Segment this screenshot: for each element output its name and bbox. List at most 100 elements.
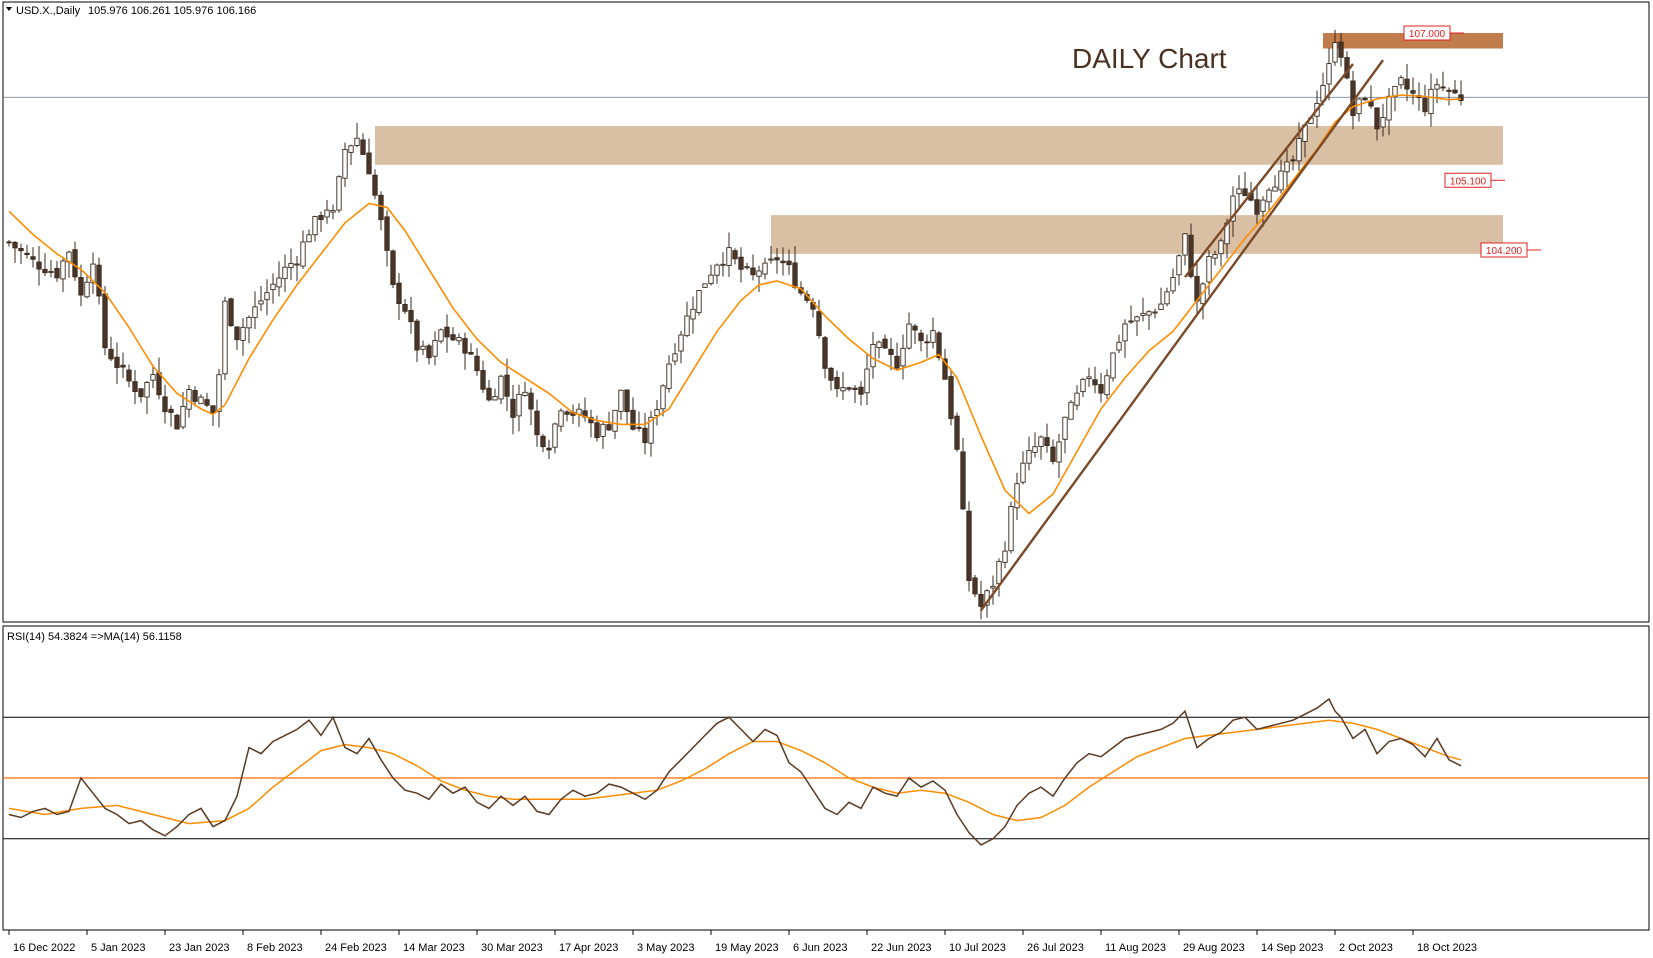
candle [726, 232, 732, 277]
candle-body [852, 387, 858, 390]
candle-body [1236, 188, 1242, 195]
candle [546, 439, 552, 460]
candle [126, 364, 132, 388]
support-zone-2 [771, 215, 1503, 254]
candle [18, 243, 24, 265]
candle-body [42, 268, 48, 274]
candle [1398, 75, 1404, 89]
candle [852, 384, 858, 403]
candle [954, 412, 960, 452]
candle-body [1140, 312, 1146, 316]
candle-body [486, 387, 492, 401]
candle [396, 273, 402, 320]
candle-body [126, 369, 132, 382]
price-levels-layer: 107.000 105.100 104.200 [1403, 25, 1541, 258]
candle [828, 366, 834, 391]
candle-body [528, 392, 534, 410]
candle [324, 199, 330, 224]
candle [1236, 175, 1242, 207]
candle-body [162, 396, 168, 413]
candle-body [642, 427, 648, 444]
candle [1254, 186, 1260, 226]
candle-body [1044, 437, 1050, 447]
candle-body [732, 250, 738, 260]
candle [246, 315, 252, 344]
candle [6, 239, 12, 247]
candle [1038, 435, 1044, 460]
candle-body [1218, 240, 1224, 255]
candle-body [948, 376, 954, 419]
candle-body [684, 315, 690, 337]
candle-body [1056, 441, 1062, 463]
candle [1458, 80, 1464, 106]
candle [12, 241, 18, 263]
candle-body [1152, 311, 1158, 314]
candle-body [90, 263, 96, 284]
candle [822, 336, 828, 379]
candle-body [750, 267, 756, 276]
candle [174, 413, 180, 430]
candle-body [102, 293, 108, 349]
candle [1266, 187, 1272, 211]
candle-body [24, 252, 30, 256]
candle [558, 408, 564, 432]
candle-body [30, 256, 36, 260]
candle [288, 248, 294, 280]
candle [132, 369, 138, 405]
candle [906, 312, 912, 350]
candle [480, 360, 486, 393]
candle-body [936, 332, 942, 358]
x-tick-label: 23 Jan 2023 [169, 942, 230, 954]
candle-body [942, 358, 948, 380]
candle [90, 252, 96, 294]
candle-body [1134, 316, 1140, 322]
candle [330, 204, 336, 220]
candle [882, 334, 888, 349]
candle-body [1356, 98, 1362, 115]
candle [312, 215, 318, 242]
candle-body [846, 387, 852, 390]
candle-body [48, 271, 54, 273]
candle [1182, 233, 1188, 266]
candle [270, 273, 276, 304]
candle [456, 333, 462, 345]
candle-body [906, 323, 912, 349]
candle [1110, 352, 1116, 382]
candle-body [606, 424, 612, 431]
candle [198, 394, 204, 405]
candle-body [156, 372, 162, 396]
candle [168, 405, 174, 427]
candle [1374, 107, 1380, 141]
x-tick-label: 24 Feb 2023 [325, 942, 387, 954]
candle [786, 249, 792, 275]
candle-body [624, 389, 630, 413]
candle-body [1422, 97, 1428, 113]
chart-title: DAILY Chart [1072, 43, 1227, 74]
candle [1152, 308, 1158, 319]
candle [1080, 377, 1086, 398]
candle [612, 409, 618, 439]
candle-body [1002, 550, 1008, 563]
symbol-dropdown-icon[interactable] [6, 7, 12, 11]
candle [564, 410, 570, 422]
rsi-label: RSI(14) 54.3824 =>MA(14) 56.1158 [7, 631, 182, 643]
candle [534, 399, 540, 447]
candle [978, 580, 984, 620]
candle-body [456, 337, 462, 342]
candle [1410, 77, 1416, 105]
candle-body [510, 398, 516, 418]
candle-body [1272, 186, 1278, 192]
candle [1008, 501, 1014, 554]
candle [252, 291, 258, 329]
trendline-1 [980, 59, 1384, 612]
candle-body [1038, 436, 1044, 447]
candle-body [924, 341, 930, 344]
candle-body [1122, 323, 1128, 342]
candle-body [546, 447, 552, 451]
candle [960, 437, 966, 511]
candle [1428, 73, 1434, 127]
candle-body [168, 408, 174, 413]
candle [888, 338, 894, 371]
candle [1380, 103, 1386, 137]
